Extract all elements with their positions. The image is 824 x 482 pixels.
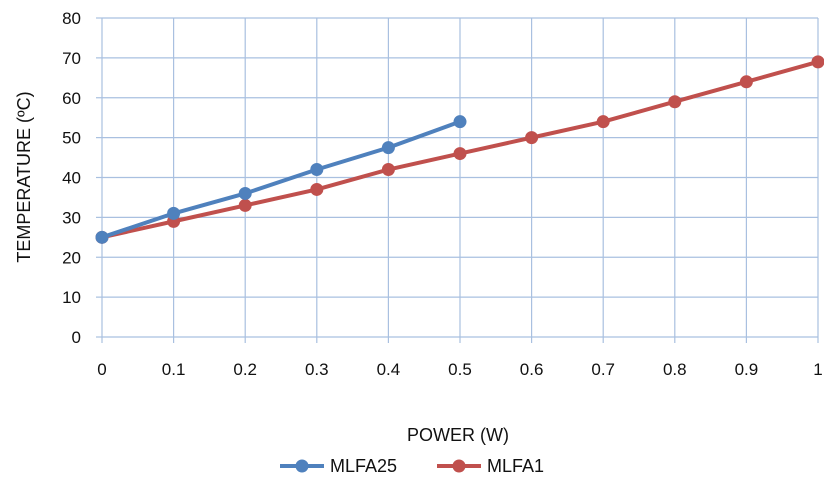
- x-tick-label: 0.1: [162, 360, 186, 379]
- x-tick-label: 0.5: [448, 360, 472, 379]
- data-point-mlfa1: [453, 147, 467, 161]
- y-tick-label: 0: [72, 328, 81, 347]
- legend-marker-mlfa1: [452, 459, 466, 473]
- x-tick-label: 0.8: [663, 360, 687, 379]
- data-point-mlfa1: [525, 131, 539, 145]
- x-tick-label: 0: [97, 360, 106, 379]
- data-point-mlfa25: [453, 115, 467, 129]
- data-point-mlfa1: [596, 115, 610, 129]
- y-tick-label: 10: [62, 288, 81, 307]
- data-point-mlfa25: [381, 141, 395, 155]
- y-axis-title: TEMPERATURE (ºC): [14, 91, 34, 262]
- data-point-mlfa1: [238, 198, 252, 212]
- legend-label-mlfa25: MLFA25: [330, 456, 397, 476]
- data-point-mlfa1: [310, 182, 324, 196]
- legend: MLFA25 MLFA1: [280, 456, 544, 476]
- x-tick-label: 0.2: [233, 360, 257, 379]
- tick-labels: 0 0.1 0.2 0.3 0.4 0.5 0.6 0.7 0.8 0.9 101020304050…: [62, 9, 823, 379]
- x-tick-label: 0.4: [377, 360, 401, 379]
- y-tick-label: 40: [62, 169, 81, 188]
- x-tick-label: 0.9: [735, 360, 759, 379]
- x-tick-label: 0.3: [305, 360, 329, 379]
- x-axis-title: POWER (W): [407, 425, 509, 445]
- data-point-mlfa25: [95, 230, 109, 244]
- data-point-mlfa1: [668, 95, 682, 109]
- data-point-mlfa25: [310, 163, 324, 177]
- data-point-mlfa25: [238, 186, 252, 200]
- series: [95, 55, 824, 244]
- y-tick-label: 30: [62, 208, 81, 227]
- legend-marker-mlfa25: [295, 459, 309, 473]
- y-tick-label: 60: [62, 89, 81, 108]
- y-tick-label: 80: [62, 9, 81, 28]
- y-tick-label: 50: [62, 129, 81, 148]
- y-tick-label: 20: [62, 248, 81, 267]
- data-point-mlfa1: [739, 75, 753, 89]
- x-tick-label: 0.7: [591, 360, 615, 379]
- y-tick-label: 70: [62, 49, 81, 68]
- data-point-mlfa1: [811, 55, 824, 69]
- series-line-mlfa25: [100, 119, 462, 240]
- x-tick-label: 0.6: [520, 360, 544, 379]
- x-tick-label: 1: [813, 360, 822, 379]
- data-point-mlfa25: [167, 206, 181, 220]
- grid: [96, 17, 819, 343]
- data-point-mlfa1: [381, 163, 395, 177]
- legend-label-mlfa1: MLFA1: [487, 456, 544, 476]
